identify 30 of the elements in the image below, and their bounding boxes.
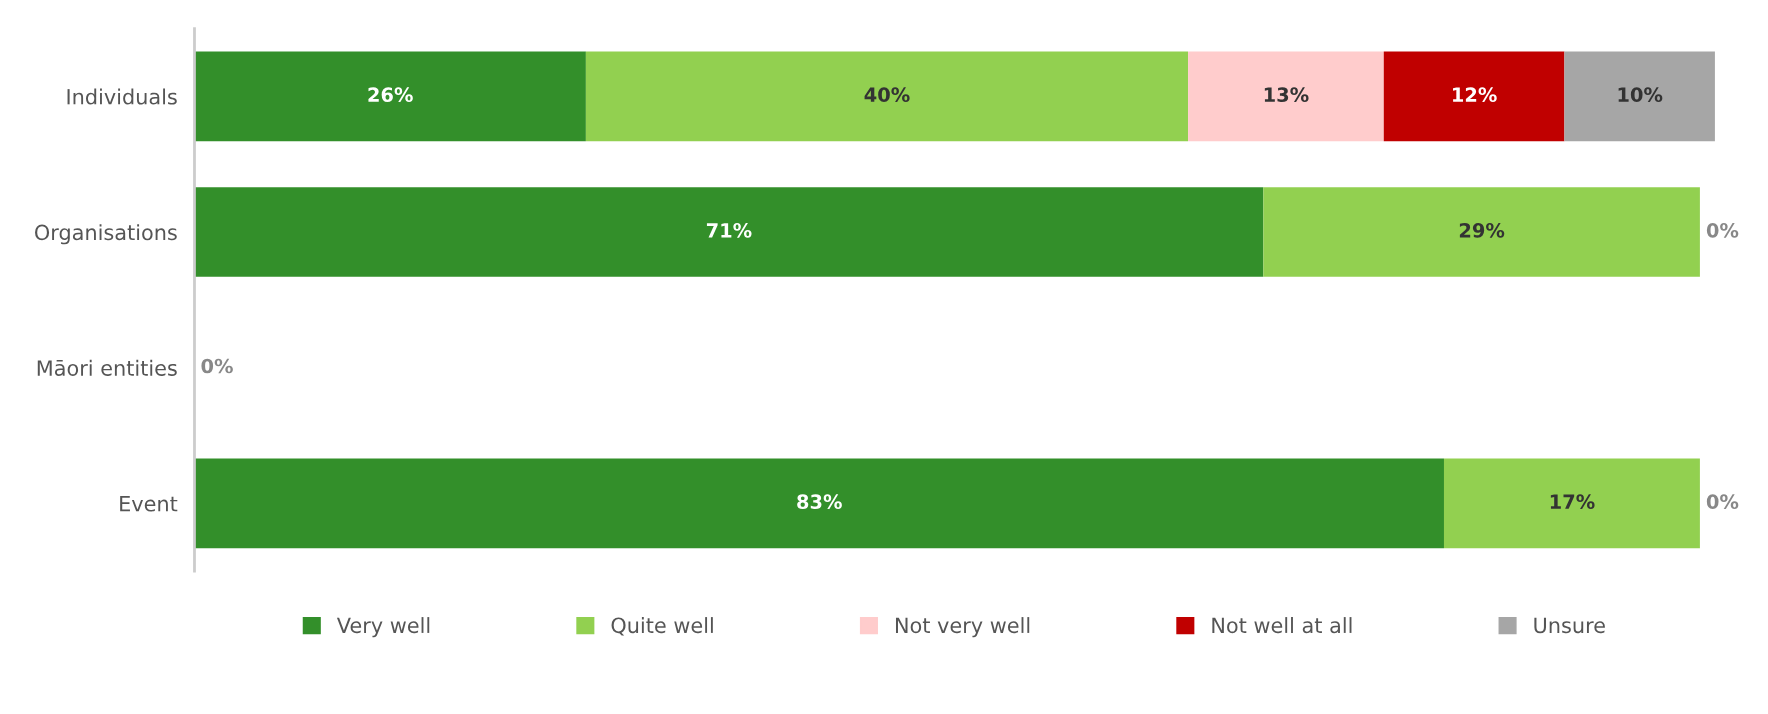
legend-label: Not very well — [895, 617, 1030, 638]
bar — [194, 458, 1444, 549]
legend-label: Quite well — [611, 617, 713, 636]
data-label: 10% — [1618, 87, 1663, 103]
bar — [1564, 51, 1715, 142]
data-label: 12% — [1453, 87, 1497, 103]
y-tick-label: Māori entities — [37, 359, 177, 376]
bar — [585, 51, 1189, 142]
data-label: 0% — [201, 358, 233, 374]
data-label: 71% — [706, 222, 752, 238]
bar — [194, 51, 586, 142]
y-tick-label: Individuals — [67, 88, 177, 105]
y-tick-label: Event — [120, 496, 178, 512]
data-label: 26% — [368, 87, 413, 103]
data-label: 13% — [1264, 87, 1309, 103]
bar — [194, 187, 1264, 277]
data-label: 0% — [1706, 494, 1739, 510]
y-tick-label: Organisations — [35, 224, 177, 245]
data-label: 29% — [1459, 222, 1505, 238]
data-label: 17% — [1550, 494, 1595, 510]
bar — [1443, 458, 1700, 549]
bar — [1383, 51, 1565, 142]
bar — [1188, 51, 1384, 142]
legend-label: Unsure — [1534, 617, 1605, 634]
legend-label: Very well — [336, 617, 430, 638]
legend-label: Not well at all — [1212, 617, 1352, 634]
data-label: 40% — [864, 87, 910, 103]
bar — [1263, 187, 1700, 277]
data-label: 83% — [797, 494, 842, 510]
data-label: 0% — [1706, 222, 1739, 238]
